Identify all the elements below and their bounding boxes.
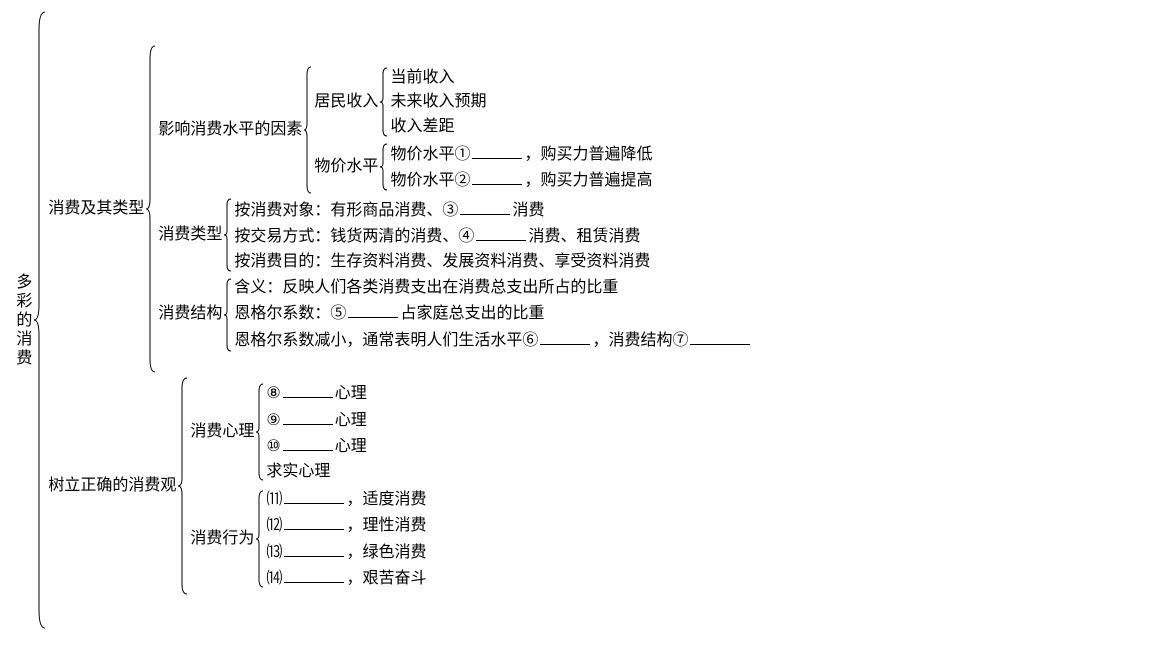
- leaf-item: ⑨ 心理: [266, 407, 366, 433]
- leaf-text: 按交易方式：钱货两清的消费、④: [234, 228, 474, 245]
- leaf-item: ⑾ ，适度消费: [266, 486, 426, 512]
- leaf-item: 按消费对象：有形商品消费、③ 消费: [234, 197, 650, 223]
- node-children: 当前收入 未来收入预期 收入差距: [390, 66, 486, 139]
- node-behavior: 消费行为 ⑾ ，适度消费 ⑿ ，理性消费 ⒀ ，绿色消费 ⒁ ，艰苦奋斗: [190, 486, 426, 592]
- node-children: 消费心理 ⑧ 心理 ⑨ 心理 ⑩ 心理 求实心理 消费行为: [190, 379, 426, 592]
- leaf-text: 物价水平①: [390, 146, 470, 163]
- leaf-text: ，理性消费: [346, 517, 426, 534]
- leaf-item: 按消费目的：生存资料消费、发展资料消费、享受资料消费: [234, 250, 650, 274]
- blank-field: [460, 198, 510, 215]
- blank-field: [283, 434, 333, 451]
- leaf-text: ，购买力普遍降低: [524, 146, 652, 163]
- leaf-text: 心理: [335, 438, 367, 455]
- node-children: 居民收入 当前收入 未来收入预期 收入差距 物价水平: [314, 65, 652, 195]
- node-label: 消费结构: [158, 303, 222, 325]
- leaf-text: 消费、租赁消费: [528, 228, 640, 245]
- node-label: 居民收入: [314, 91, 378, 113]
- brace-icon: [176, 376, 190, 596]
- leaf-item: 当前收入: [390, 66, 486, 90]
- blank-field: [472, 168, 522, 185]
- leaf-item: ⑩ 心理: [266, 433, 366, 459]
- node-label: 消费及其类型: [48, 198, 144, 220]
- node-consumption-types: 消费及其类型 影响消费水平的因素 居民收入: [48, 44, 752, 374]
- brace-icon: [378, 142, 390, 192]
- brace-icon: [378, 66, 390, 138]
- leaf-text: ⑨: [266, 412, 280, 429]
- blank-field: [348, 301, 398, 318]
- leaf-item: 未来收入预期: [390, 90, 486, 114]
- node-children: ⑧ 心理 ⑨ 心理 ⑩ 心理 求实心理: [266, 380, 366, 484]
- leaf-text: 心理: [335, 385, 367, 402]
- blank-field: [284, 513, 344, 530]
- leaf-text: ，购买力普遍提高: [524, 172, 652, 189]
- node-label: 消费心理: [190, 421, 254, 443]
- brace-icon: [254, 489, 266, 589]
- leaf-text: ⑾: [266, 491, 282, 508]
- root-children: 消费及其类型 影响消费水平的因素 居民收入: [48, 43, 752, 597]
- node-correct-view: 树立正确的消费观 消费心理 ⑧ 心理 ⑨ 心理 ⑩ 心理 求实心理: [48, 376, 752, 596]
- blank-field: [476, 224, 526, 241]
- blank-field: [284, 540, 344, 557]
- leaf-item: 求实心理: [266, 460, 366, 484]
- leaf-text: 占家庭总支出的比重: [400, 305, 544, 322]
- leaf-item: 物价水平② ，购买力普遍提高: [390, 167, 652, 193]
- leaf-text: 恩格尔系数：⑤: [234, 305, 346, 322]
- blank-field: [472, 142, 522, 159]
- node-children: ⑾ ，适度消费 ⑿ ，理性消费 ⒀ ，绿色消费 ⒁ ，艰苦奋斗: [266, 486, 426, 592]
- leaf-text: 按消费对象：有形商品消费、③: [234, 202, 458, 219]
- node-income: 居民收入 当前收入 未来收入预期 收入差距: [314, 66, 652, 139]
- leaf-text: 消费: [512, 202, 544, 219]
- brace-icon: [222, 277, 234, 353]
- node-psychology: 消费心理 ⑧ 心理 ⑨ 心理 ⑩ 心理 求实心理: [190, 380, 426, 484]
- leaf-text: 心理: [335, 412, 367, 429]
- blank-field: [690, 328, 750, 345]
- brace-icon: [32, 10, 48, 630]
- node-children: 物价水平① ，购买力普遍降低 物价水平② ，购买力普遍提高: [390, 141, 652, 194]
- root-tree: 多彩的消费 消费及其类型 影响消费水平的因素 居民收入: [10, 10, 1149, 630]
- leaf-item: ⑧ 心理: [266, 380, 366, 406]
- leaf-text: ，艰苦奋斗: [346, 570, 426, 587]
- node-structure: 消费结构 含义：反映人们各类消费支出在消费总支出所占的比重 恩格尔系数：⑤ 占家庭…: [158, 276, 752, 353]
- leaf-text: ，绿色消费: [346, 544, 426, 561]
- brace-icon: [254, 382, 266, 482]
- node-label: 物价水平: [314, 156, 378, 178]
- leaf-text: 物价水平②: [390, 172, 470, 189]
- brace-icon: [302, 65, 314, 195]
- node-label: 树立正确的消费观: [48, 475, 176, 497]
- brace-icon: [222, 197, 234, 273]
- node-label: 消费类型: [158, 224, 222, 246]
- node-label: 影响消费水平的因素: [158, 119, 302, 141]
- blank-field: [540, 328, 590, 345]
- blank-field: [284, 566, 344, 583]
- brace-icon: [144, 44, 158, 374]
- leaf-item: 按交易方式：钱货两清的消费、④ 消费、租赁消费: [234, 223, 650, 249]
- leaf-item: 恩格尔系数：⑤ 占家庭总支出的比重: [234, 300, 752, 326]
- blank-field: [283, 408, 333, 425]
- root-label: 多彩的消费: [10, 273, 32, 368]
- leaf-text: ⑧: [266, 385, 280, 402]
- node-children: 含义：反映人们各类消费支出在消费总支出所占的比重 恩格尔系数：⑤ 占家庭总支出的比…: [234, 276, 752, 353]
- leaf-text: ⒁: [266, 570, 282, 587]
- leaf-text: ⑩: [266, 438, 280, 455]
- blank-field: [283, 381, 333, 398]
- leaf-item: ⒀ ，绿色消费: [266, 539, 426, 565]
- node-price-level: 物价水平 物价水平① ，购买力普遍降低 物价水平② ，购买力普遍提高: [314, 141, 652, 194]
- leaf-text: ⑿: [266, 517, 282, 534]
- leaf-item: 恩格尔系数减小，通常表明人们生活水平⑥ ，消费结构⑦: [234, 327, 752, 353]
- leaf-item: 含义：反映人们各类消费支出在消费总支出所占的比重: [234, 276, 752, 300]
- leaf-item: ⑿ ，理性消费: [266, 512, 426, 538]
- node-children: 按消费对象：有形商品消费、③消费 按交易方式：钱货两清的消费、④消费、租赁消费 …: [234, 197, 650, 274]
- leaf-text: 恩格尔系数减小，通常表明人们生活水平⑥: [234, 332, 538, 349]
- leaf-text: ，消费结构⑦: [592, 332, 688, 349]
- node-factors: 影响消费水平的因素 居民收入 当前收入 未来收入预期: [158, 65, 752, 195]
- node-label: 消费行为: [190, 528, 254, 550]
- leaf-item: ⒁ ，艰苦奋斗: [266, 565, 426, 591]
- node-consumption-kinds: 消费类型 按消费对象：有形商品消费、③ 消费 按交易方式：钱货两清的消费、④ 消费、…: [158, 197, 752, 274]
- leaf-item: 收入差距: [390, 115, 486, 139]
- node-children: 影响消费水平的因素 居民收入 当前收入 未来收入预期: [158, 64, 752, 354]
- leaf-item: 物价水平① ，购买力普遍降低: [390, 141, 652, 167]
- leaf-text: ，适度消费: [346, 491, 426, 508]
- blank-field: [284, 487, 344, 504]
- leaf-text: ⒀: [266, 544, 282, 561]
